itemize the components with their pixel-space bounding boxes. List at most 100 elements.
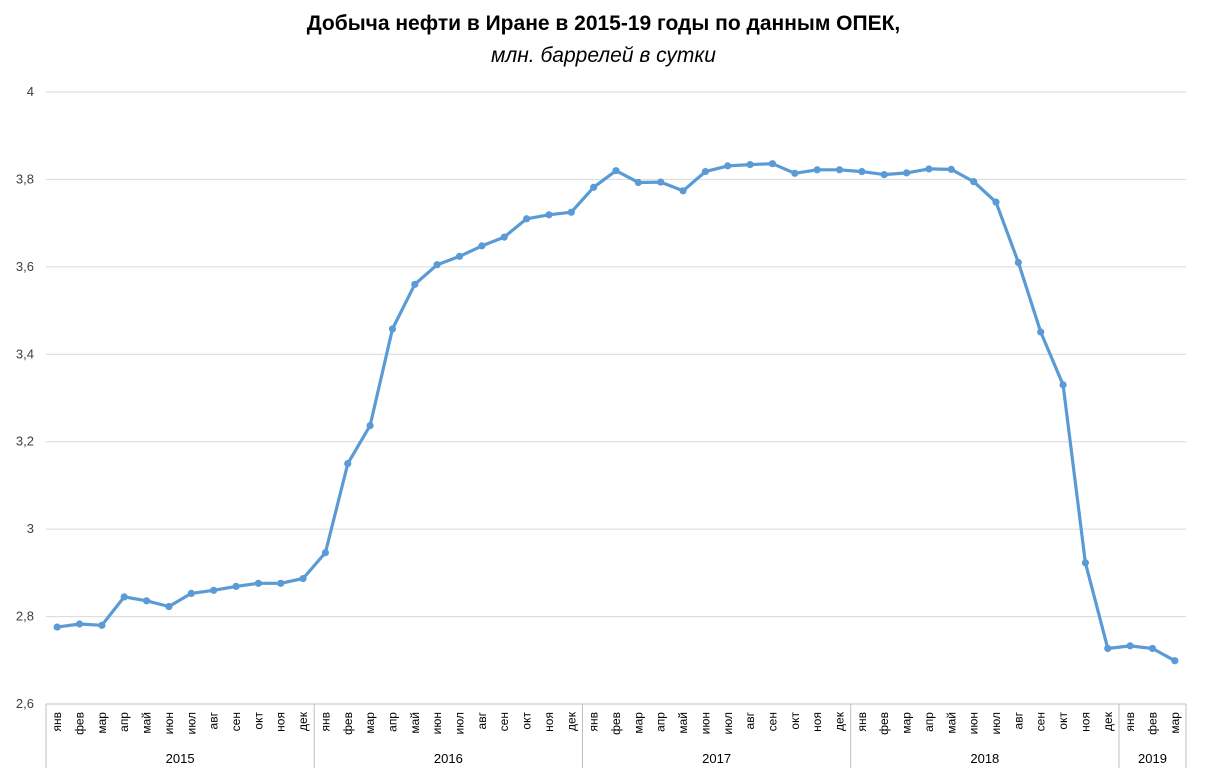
- data-point: [1126, 642, 1134, 650]
- data-point: [433, 261, 441, 269]
- x-tick-label: мар: [363, 712, 377, 734]
- x-tick-label: май: [944, 712, 958, 734]
- x-tick-label: апр: [117, 712, 131, 732]
- chart-subtitle: млн. баррелей в сутки: [491, 44, 716, 67]
- data-point: [791, 169, 799, 177]
- x-tick-label: июл: [184, 712, 198, 734]
- x-tick-label: ноя: [274, 712, 288, 732]
- x-tick-label: июл: [453, 712, 467, 734]
- data-point: [254, 579, 262, 587]
- data-point: [880, 171, 888, 179]
- x-tick-label: мар: [95, 712, 109, 734]
- data-point: [1148, 644, 1157, 653]
- x-tick-label: дек: [1101, 711, 1115, 731]
- x-tick-label: дек: [296, 711, 310, 731]
- x-tick-label: фев: [609, 712, 623, 735]
- x-tick-label: авг: [207, 711, 221, 729]
- year-label: 2016: [434, 751, 463, 766]
- data-point: [590, 183, 598, 191]
- data-point: [679, 187, 687, 195]
- data-point: [411, 280, 419, 288]
- data-point: [835, 166, 844, 174]
- data-point: [500, 233, 508, 241]
- year-label: 2015: [166, 751, 195, 766]
- y-tick-label: 3,8: [16, 171, 34, 186]
- data-point: [120, 593, 128, 601]
- x-tick-label: мар: [900, 712, 914, 734]
- x-tick-label: янв: [318, 712, 332, 732]
- data-point: [232, 582, 240, 591]
- data-point: [455, 252, 464, 260]
- series-line: [53, 160, 1179, 665]
- y-tick-label: 3,6: [16, 259, 34, 274]
- data-point: [657, 178, 665, 186]
- data-point: [98, 621, 106, 629]
- data-point: [75, 620, 84, 628]
- chart-title: Добыча нефти в Иране в 2015-19 годы по д…: [306, 12, 901, 35]
- x-tick-label: июн: [698, 712, 712, 734]
- data-point: [299, 574, 307, 583]
- x-tick-label: апр: [385, 712, 399, 732]
- year-label: 2018: [970, 751, 999, 766]
- x-tick-label: апр: [654, 712, 668, 732]
- x-tick-label: янв: [1123, 712, 1137, 732]
- data-point: [388, 325, 397, 333]
- x-tick-label: окт: [1056, 712, 1070, 730]
- x-tick-label: янв: [50, 712, 64, 732]
- x-tick-label: янв: [855, 712, 869, 732]
- data-point: [724, 162, 732, 170]
- data-point: [187, 589, 195, 598]
- data-point: [634, 178, 642, 187]
- x-tick-label: сен: [497, 712, 511, 731]
- x-tick-label: окт: [520, 712, 534, 730]
- x-tick-label: май: [140, 712, 154, 734]
- data-point: [858, 167, 866, 176]
- y-tick-label: 2,6: [16, 696, 34, 711]
- data-point: [1171, 657, 1179, 665]
- data-point: [1104, 644, 1112, 653]
- x-tick-label: фев: [73, 712, 87, 735]
- x-tick-label: окт: [251, 712, 265, 730]
- data-point: [210, 586, 218, 594]
- data-point: [947, 165, 955, 173]
- data-point: [925, 165, 933, 173]
- x-tick-label: июл: [721, 712, 735, 734]
- x-tick-label: фев: [1145, 712, 1159, 735]
- x-tick-label: янв: [587, 712, 601, 732]
- x-tick-label: июн: [967, 712, 981, 734]
- y-tick-label: 2,8: [16, 609, 34, 624]
- x-tick-label: окт: [788, 712, 802, 730]
- data-point: [1014, 258, 1022, 267]
- data-point: [478, 242, 486, 250]
- series-path: [55, 162, 1177, 663]
- data-point: [746, 160, 754, 169]
- x-tick-label: сен: [765, 712, 779, 731]
- x-tick-label: дек: [833, 711, 847, 731]
- x-tick-label: фев: [877, 712, 891, 735]
- data-point: [522, 215, 531, 223]
- data-point: [992, 198, 1000, 206]
- year-label: 2017: [702, 751, 731, 766]
- y-tick-label: 4: [27, 84, 34, 99]
- x-tick-label: авг: [743, 711, 757, 729]
- y-axis: 2,6 2,8 3 3,2 3,4 3,6 3,8 4: [16, 84, 34, 711]
- x-tick-label: мар: [631, 712, 645, 734]
- x-tick-label: фев: [341, 712, 355, 735]
- x-axis: янв фев мар апр май июн июл авг сен окт ноя дек янв ф…: [45, 703, 1187, 768]
- gridlines: [46, 91, 1186, 705]
- year-label: 2019: [1138, 751, 1167, 766]
- data-point: [165, 602, 173, 611]
- x-tick-label: июл: [989, 712, 1003, 734]
- x-tick-label: мар: [1168, 712, 1182, 734]
- data-point: [970, 178, 978, 186]
- y-tick-label: 3,2: [16, 434, 34, 449]
- x-tick-label: ноя: [1078, 712, 1092, 732]
- x-tick-label: ноя: [810, 712, 824, 732]
- data-point: [321, 549, 330, 557]
- data-point: [701, 167, 710, 176]
- data-point: [1037, 328, 1045, 336]
- data-point: [366, 421, 374, 430]
- data-point: [902, 169, 911, 177]
- x-tick-label: авг: [1011, 711, 1025, 729]
